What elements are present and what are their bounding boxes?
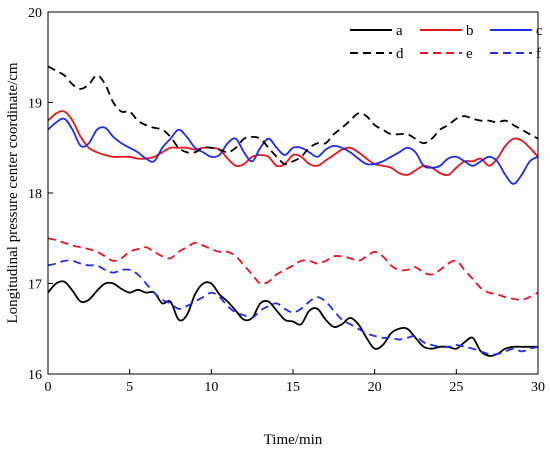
plot-frame (47, 11, 539, 375)
y-tick-label: 19 (28, 97, 42, 112)
x-tick-label: 30 (531, 380, 545, 395)
legend-label-b: b (466, 23, 474, 39)
series-e-line (47, 237, 539, 301)
y-tick-label: 17 (28, 278, 42, 293)
y-tick-label: 16 (28, 368, 42, 383)
x-tick-label: 5 (126, 380, 133, 395)
legend-label-d: d (396, 46, 404, 62)
y-tick-label: 20 (28, 6, 42, 21)
legend-label-f: f (536, 46, 541, 62)
legend-label-e: e (466, 46, 473, 62)
series-c-line (47, 117, 539, 185)
legend: a b c d e f (350, 23, 543, 62)
y-tick-label: 18 (28, 187, 42, 202)
legend-label-c: c (536, 23, 543, 39)
x-tick-label: 20 (368, 380, 382, 395)
series-f-line (47, 259, 539, 356)
legend-label-a: a (396, 23, 403, 39)
series-d-line (47, 65, 539, 166)
series-b-line (47, 110, 539, 177)
ticks-layer: 0 5 10 15 20 25 30 16 17 18 19 20 (28, 6, 545, 395)
x-tick-label: 10 (204, 380, 218, 395)
series-layer (47, 65, 539, 357)
x-tick-label: 0 (45, 380, 52, 395)
x-tick-label: 25 (449, 380, 463, 395)
series-a-line (47, 280, 538, 357)
y-axis-title: Longitudinal pressure center coordinate/… (5, 62, 21, 323)
x-tick-label: 15 (286, 380, 300, 395)
x-axis-title: Time/min (264, 432, 323, 448)
